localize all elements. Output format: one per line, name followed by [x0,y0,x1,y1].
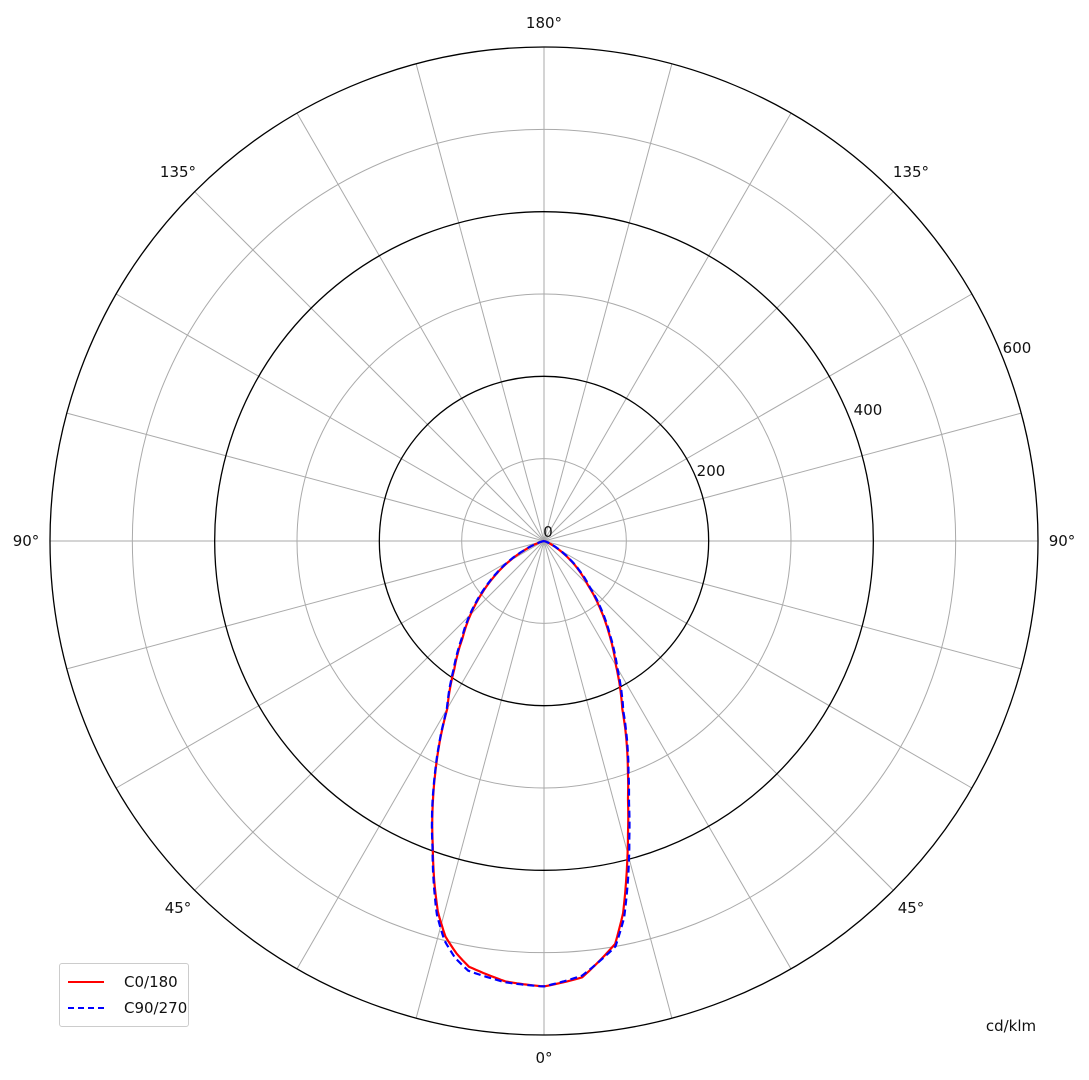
legend-item-c0-180: C0/180 [68,972,178,992]
radial-gridline [214,211,874,871]
legend: C0/180 C90/270 [59,963,189,1027]
radial-gridline [49,46,1039,1036]
legend-label: C0/180 [124,973,178,991]
radial-gridline [296,293,792,789]
radial-tick-label: 600 [1003,339,1032,357]
angle-label-upper-right: 135° [893,163,929,181]
angle-label-top: 180° [526,14,562,32]
angle-label-lower-right: 45° [898,899,925,917]
legend-solid-line-icon [68,981,104,983]
angle-label-lower-left: 45° [165,899,192,917]
angle-label-bottom: 0° [535,1049,552,1067]
angle-label-left: 90° [13,532,40,550]
radial-gridline [378,375,710,707]
radial-tick-label: 200 [697,462,726,480]
angle-label-upper-left: 135° [160,163,196,181]
series-c90-270-curve [430,539,631,988]
unit-label: cd/klm [986,1017,1036,1035]
radial-gridline [461,458,627,624]
angle-label-right: 90° [1049,532,1076,550]
legend-item-c90-270: C90/270 [68,998,187,1018]
radial-gridline [131,128,957,954]
legend-label: C90/270 [124,999,188,1017]
legend-dashed-line-icon [68,1007,104,1009]
radial-tick-label: 0 [543,523,553,541]
series-c0-180-curve [431,539,630,988]
radial-tick-label: 400 [854,401,883,419]
